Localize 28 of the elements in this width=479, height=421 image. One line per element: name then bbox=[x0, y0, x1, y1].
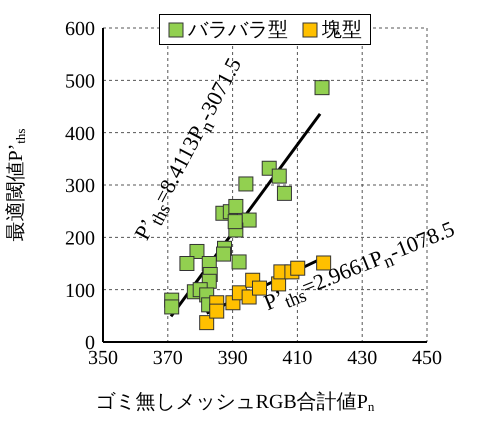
point bbox=[242, 212, 257, 228]
point bbox=[179, 256, 194, 271]
point bbox=[216, 246, 232, 262]
point bbox=[238, 176, 254, 192]
point bbox=[209, 304, 224, 319]
x-tick-label: 390 bbox=[218, 347, 248, 370]
x-tick-label: 370 bbox=[152, 347, 183, 370]
point bbox=[189, 244, 204, 259]
legend-label: 塊型 bbox=[322, 18, 362, 43]
x-tick-label: 450 bbox=[412, 347, 442, 370]
legend-label: バラバラ型 bbox=[188, 18, 288, 43]
point bbox=[276, 186, 292, 201]
point bbox=[272, 168, 287, 184]
x-axis-title: ゴミ無しメッシュRGB合計値P$_{n}$ bbox=[96, 391, 375, 414]
y-tick-label: 200 bbox=[65, 227, 95, 250]
point bbox=[228, 214, 243, 230]
y-tick-label: 100 bbox=[65, 280, 95, 302]
point bbox=[164, 299, 180, 314]
x-tick-label: 430 bbox=[347, 347, 378, 370]
x-tick-label: 410 bbox=[282, 347, 312, 370]
point bbox=[314, 80, 330, 96]
point bbox=[199, 315, 214, 330]
y-tick-label: 600 bbox=[65, 18, 95, 40]
point bbox=[228, 198, 244, 214]
y-tick-label: 300 bbox=[65, 175, 95, 198]
y-tick-label: 400 bbox=[65, 122, 95, 145]
point bbox=[232, 254, 247, 270]
y-tick-label: 500 bbox=[65, 70, 95, 92]
